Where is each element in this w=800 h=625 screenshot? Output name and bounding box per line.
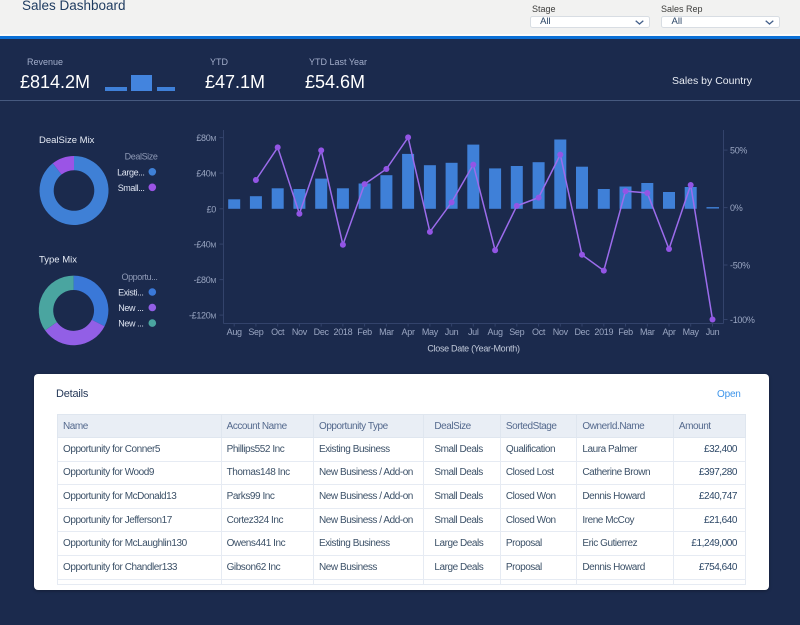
svg-text:-£40M: -£40M [194,240,217,250]
svg-text:-£120M: -£120M [189,311,217,321]
svg-text:Aug: Aug [227,327,242,337]
svg-text:Existi...: Existi... [118,288,143,298]
svg-text:-£80M: -£80M [194,275,217,285]
svg-text:2019: 2019 [594,327,613,337]
svg-text:Oct: Oct [271,327,285,337]
svg-text:Feb: Feb [357,327,372,337]
svg-text:May: May [683,327,700,337]
svg-text:DealSize Mix: DealSize Mix [39,135,95,146]
svg-text:New ...: New ... [118,319,143,329]
svg-text:Sep: Sep [248,327,263,337]
svg-text:Nov: Nov [553,327,569,337]
svg-text:Apr: Apr [402,327,415,337]
svg-text:Jun: Jun [445,327,459,337]
svg-text:£80M: £80M [196,133,216,143]
svg-text:May: May [422,327,439,337]
svg-text:Feb: Feb [618,327,633,337]
svg-text:Mar: Mar [379,327,394,337]
svg-text:Oct: Oct [532,327,546,337]
svg-text:Apr: Apr [662,327,675,337]
svg-text:Type Mix: Type Mix [39,255,77,266]
svg-text:Large...: Large... [117,167,144,177]
svg-text:0%: 0% [730,203,743,213]
svg-text:Mar: Mar [640,327,655,337]
svg-text:£40M: £40M [196,169,216,179]
svg-text:Aug: Aug [488,327,503,337]
svg-text:Opportu...: Opportu... [121,272,157,282]
svg-text:Small...: Small... [118,183,145,193]
svg-text:50%: 50% [730,146,747,156]
svg-text:-50%: -50% [730,261,750,271]
svg-text:Sep: Sep [509,327,524,337]
svg-text:Jun: Jun [706,327,720,337]
svg-text:£0: £0 [207,204,217,214]
svg-text:Nov: Nov [292,327,308,337]
svg-text:Dec: Dec [574,327,590,337]
svg-text:Jul: Jul [468,327,479,337]
svg-text:2018: 2018 [333,327,352,337]
svg-text:-100%: -100% [730,315,755,325]
svg-text:DealSize: DealSize [125,151,158,161]
svg-text:Dec: Dec [314,327,330,337]
svg-text:Close Date (Year-Month): Close Date (Year-Month) [427,344,520,354]
svg-text:New ...: New ... [118,303,143,313]
